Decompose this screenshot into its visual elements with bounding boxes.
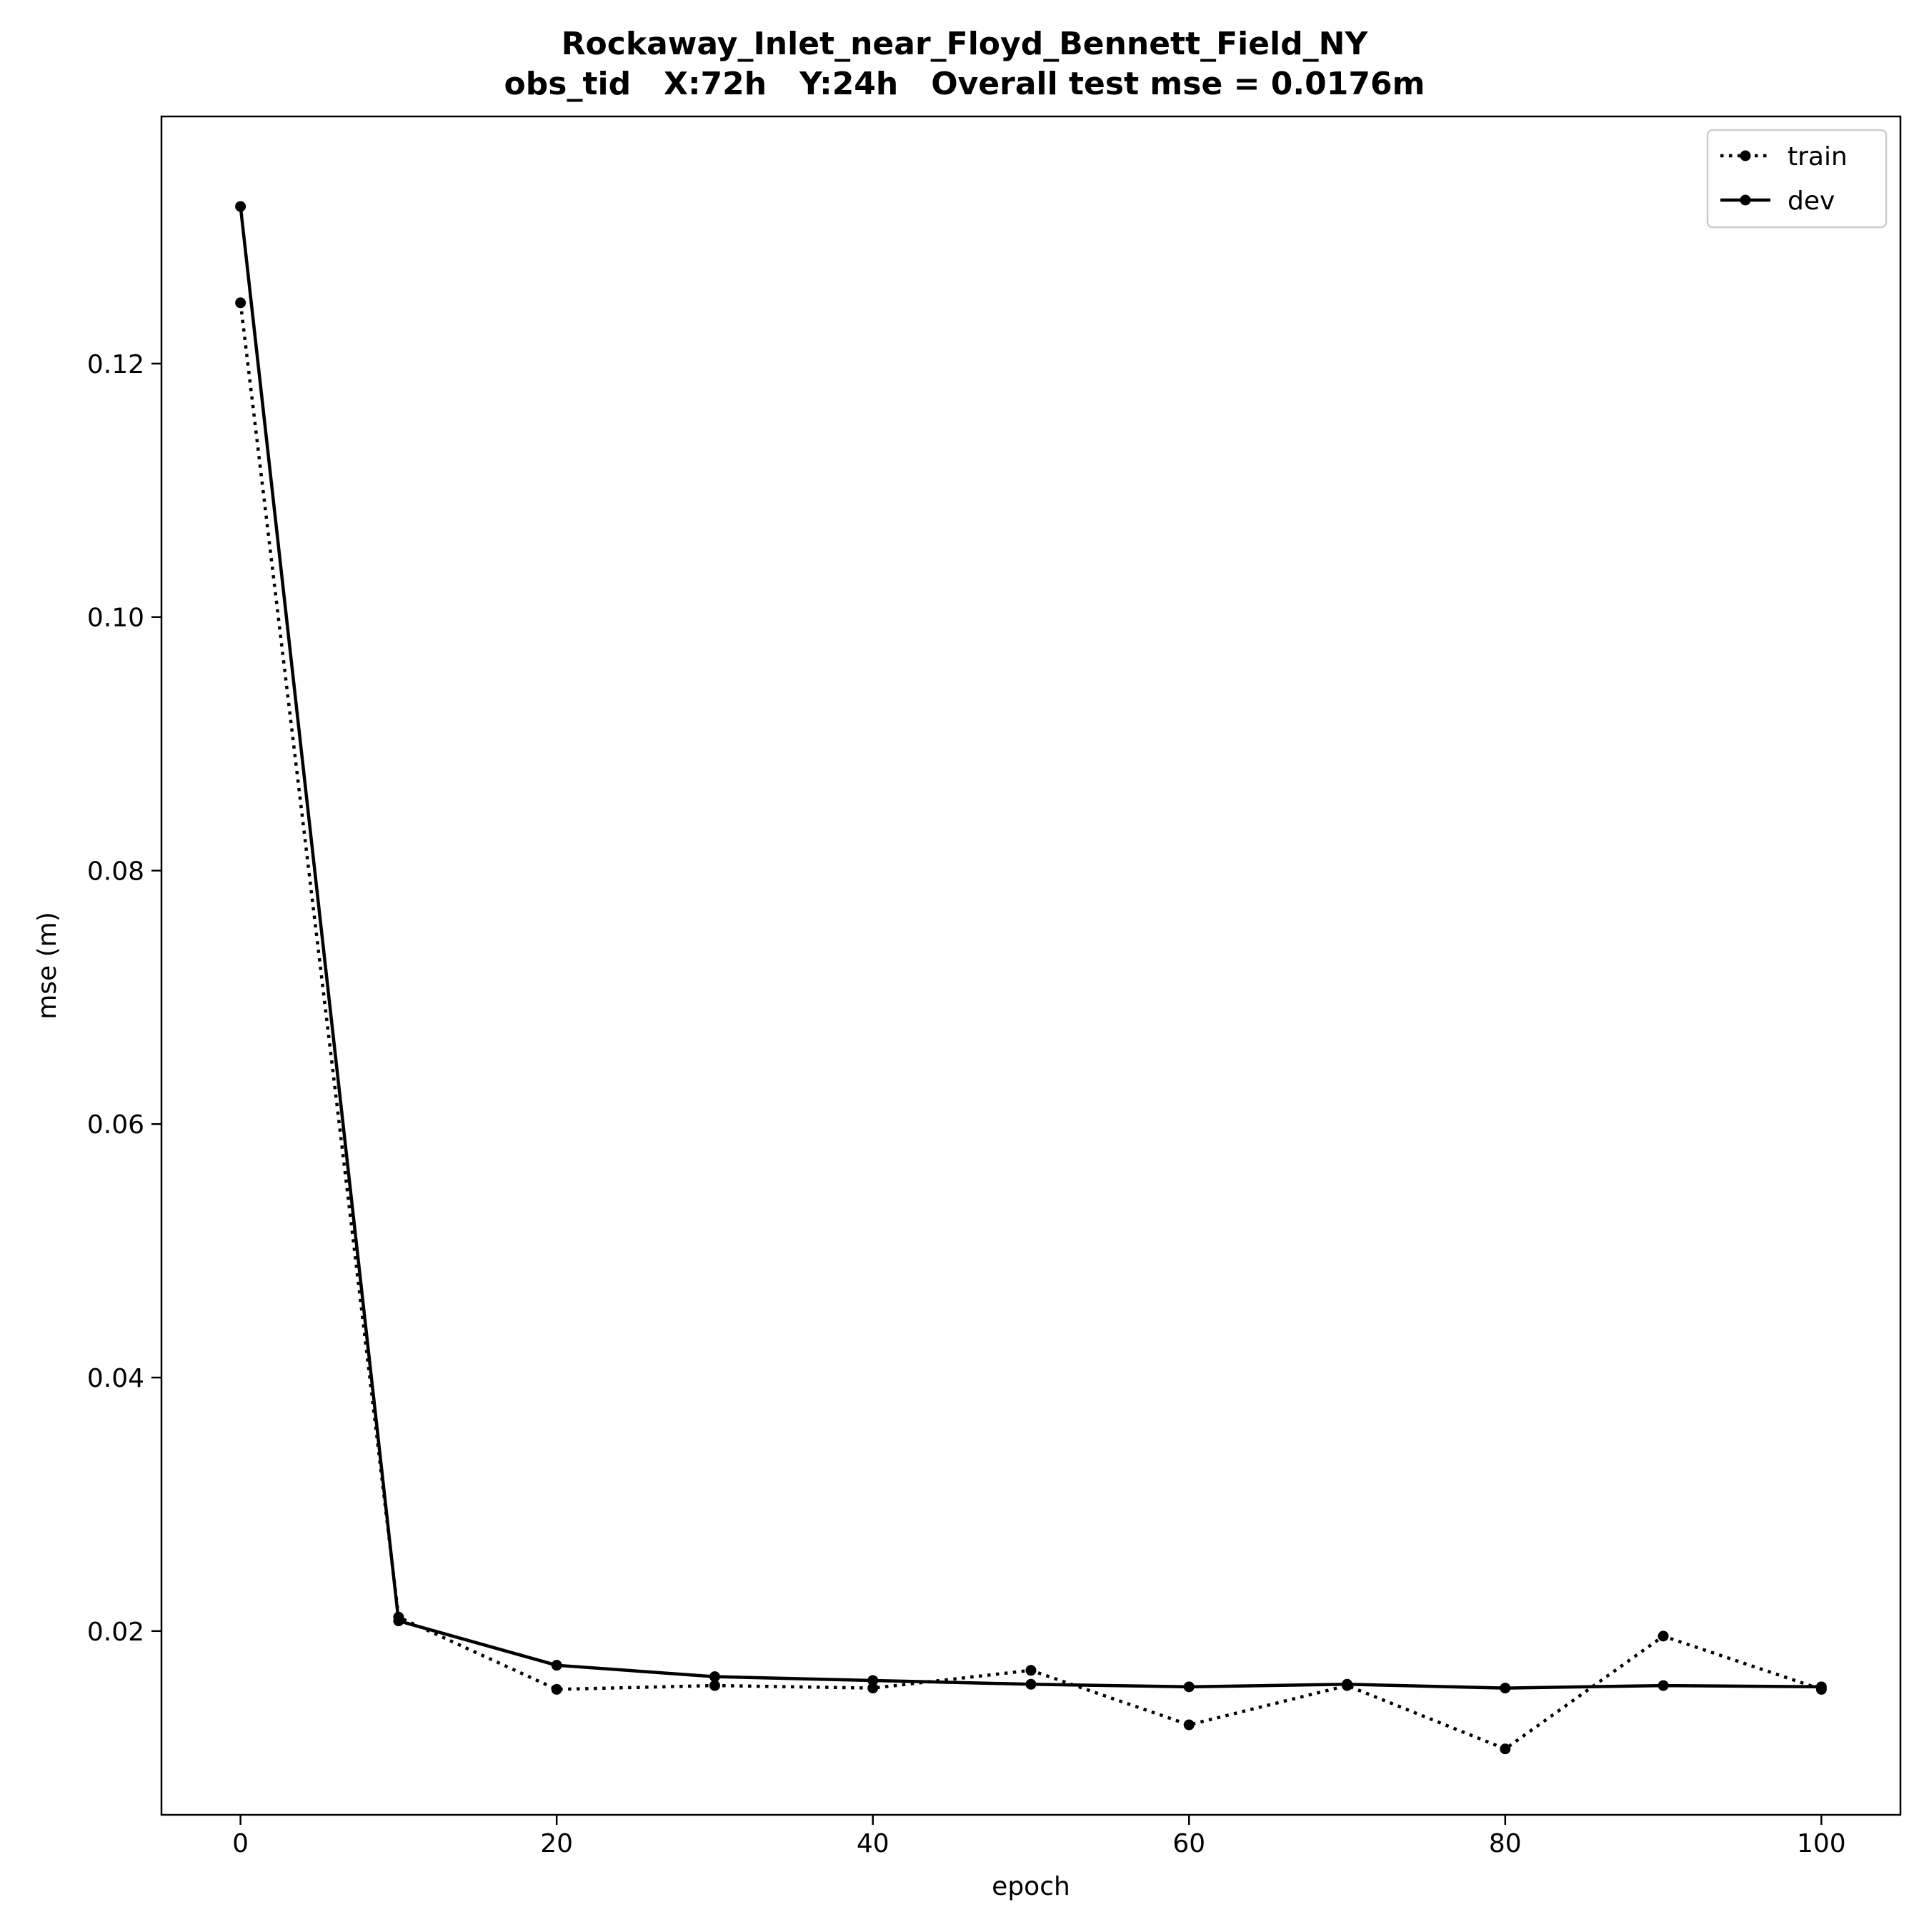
axes-frame <box>160 115 1902 1816</box>
x-axis-ticks: 0 20 40 60 80 100 <box>232 1815 1846 1858</box>
series-layer <box>235 201 1827 1755</box>
data-point-train <box>1500 1743 1511 1755</box>
x-tick-label: 40 <box>857 1829 889 1858</box>
data-point-dev <box>1025 1678 1037 1690</box>
series-line-dev <box>239 206 1822 1690</box>
y-axis-ticks: 0.02 0.04 0.06 0.08 0.10 0.12 <box>87 350 161 1647</box>
y-tick-label: 0.08 <box>87 857 144 886</box>
data-point-dev <box>1183 1681 1195 1693</box>
series-line-train <box>239 302 1823 1751</box>
data-point-train <box>1183 1719 1195 1731</box>
chart-subtitle: obs_tid X:72h Y:24h Overall test mse = 0… <box>504 66 1425 102</box>
data-point-train <box>709 1680 720 1691</box>
x-tick-label: 60 <box>1172 1829 1205 1858</box>
data-point-dev <box>1815 1681 1827 1693</box>
data-point-train <box>1658 1630 1669 1642</box>
data-point-dev <box>1658 1680 1669 1691</box>
data-point-dev <box>235 201 246 212</box>
y-axis-label: mse (m) <box>33 912 62 1020</box>
legend-label-dev: dev <box>1788 186 1835 216</box>
data-point-dev <box>393 1615 404 1627</box>
x-tick-label: 20 <box>540 1829 573 1858</box>
data-point-dev <box>709 1671 720 1683</box>
y-tick-label: 0.06 <box>87 1110 144 1140</box>
data-point-train <box>551 1683 562 1695</box>
data-point-dev <box>1500 1683 1511 1694</box>
x-tick-label: 80 <box>1489 1829 1522 1858</box>
legend-label-train: train <box>1788 142 1848 171</box>
x-axis-label: epoch <box>992 1872 1070 1901</box>
y-tick-label: 0.12 <box>87 350 144 379</box>
data-point-train <box>235 297 246 309</box>
data-point-train <box>1025 1665 1037 1676</box>
legend-marker-train <box>1740 150 1751 161</box>
data-point-dev <box>867 1675 879 1686</box>
x-tick-label: 0 <box>232 1829 249 1858</box>
y-tick-label: 0.02 <box>87 1618 144 1647</box>
x-tick-label: 100 <box>1797 1829 1846 1858</box>
chart-title: Rockaway_Inlet_near_Floyd_Bennett_Field_… <box>561 26 1368 62</box>
legend-box <box>1706 129 1888 229</box>
data-point-dev <box>551 1660 562 1671</box>
y-tick-label: 0.04 <box>87 1364 144 1393</box>
legend-marker-dev <box>1740 194 1751 206</box>
data-point-dev <box>1342 1678 1353 1690</box>
y-tick-label: 0.10 <box>87 604 144 633</box>
legend: train dev <box>1706 129 1888 229</box>
data-point-train <box>867 1683 879 1694</box>
